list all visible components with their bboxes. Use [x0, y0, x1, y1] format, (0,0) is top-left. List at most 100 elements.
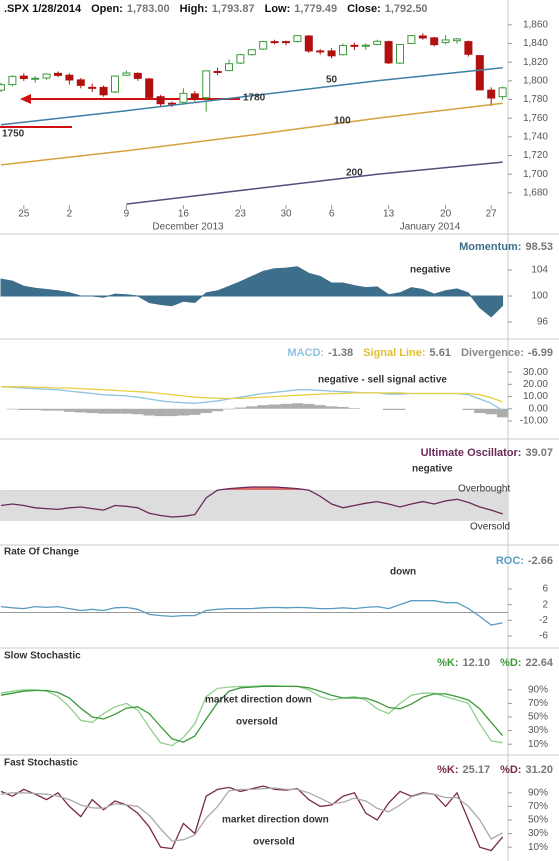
- candle-body: [156, 96, 165, 105]
- candle-body: [453, 38, 461, 42]
- y-tick-label: 1,820: [523, 57, 548, 68]
- panel-title: Rate Of Change: [4, 547, 79, 558]
- candle-body: [213, 70, 222, 73]
- annotation: Overbought: [458, 484, 510, 495]
- readout-name: %K:: [437, 764, 458, 776]
- overbought-fill: [1, 487, 503, 491]
- panel: Ultimate Oscillator: 39.07 negative Overbou…: [0, 447, 553, 533]
- y-tick-label: 1,700: [523, 169, 548, 180]
- y-tick-label: 96: [537, 317, 549, 328]
- readout-value: 12.10: [463, 657, 491, 669]
- histogram-bar: [63, 408, 76, 412]
- candle-body: [133, 72, 142, 79]
- annotation: negative: [410, 265, 451, 276]
- y-tick-label: 50%: [528, 712, 548, 723]
- annotation: oversold: [236, 717, 278, 728]
- readout-line: ROC: -2.66: [496, 555, 553, 567]
- y-tick-label: 104: [531, 265, 548, 276]
- readout-line: Ultimate Oscillator: 39.07: [421, 447, 553, 459]
- readout-line: MACD: -1.38 Signal Line: 5.61 Divergence: -6.…: [287, 347, 553, 359]
- histogram-bar: [166, 408, 178, 417]
- readout-name: Low:: [265, 3, 291, 15]
- annotation: 1750: [2, 129, 25, 140]
- panel: MACD: -1.38 Signal Line: 5.61 Divergence: -6.…: [0, 347, 553, 427]
- support-lines: [0, 94, 240, 128]
- histogram-bar: [97, 408, 110, 414]
- readout-line: .SPX 1/28/2014 Open: 1,783.00 High: 1,793.87…: [4, 3, 428, 15]
- readout-name: %K:: [437, 657, 458, 669]
- annotation: 1780: [243, 93, 266, 104]
- histogram-bar: [257, 405, 269, 409]
- y-tick-label: 70%: [528, 698, 548, 709]
- y-tick-label: 0.00: [529, 403, 549, 414]
- histogram-bar: [348, 408, 361, 409]
- candle-body: [247, 49, 256, 56]
- candle-body: [384, 41, 393, 64]
- x-tick-label: 2: [67, 209, 73, 220]
- histogram-bar: [485, 408, 497, 415]
- candle-body: [42, 73, 51, 79]
- series-label: 200: [346, 168, 363, 179]
- series-line: [0, 685, 503, 747]
- histogram-bar: [325, 406, 338, 409]
- x-tick-label: 20: [440, 209, 452, 220]
- candle-body: [350, 44, 359, 47]
- histogram-bar: [18, 408, 30, 410]
- oscillator-band: [0, 490, 508, 521]
- series-label: 100: [334, 116, 351, 127]
- candle-body: [202, 70, 211, 99]
- readout-name: Signal Line:: [363, 347, 425, 359]
- histogram-bar: [177, 408, 190, 416]
- y-tick-label: 1,800: [523, 75, 548, 86]
- annotation: oversold: [253, 837, 295, 848]
- readout-value: 98.53: [525, 241, 553, 253]
- readout-name: %D:: [500, 657, 521, 669]
- annotation: negative - sell signal active: [318, 375, 447, 386]
- x-tick-label: 30: [280, 209, 292, 220]
- histogram-bar: [280, 403, 292, 409]
- candle-body: [498, 87, 507, 98]
- panel: Momentum: 98.53 96 100 104 negative: [0, 241, 553, 328]
- histogram-bar: [268, 404, 281, 409]
- x-group-label: January 2014: [400, 222, 461, 233]
- histogram-bar: [337, 406, 349, 409]
- y-tick-label: 6: [542, 584, 548, 595]
- histogram-bar: [314, 405, 326, 409]
- y-tick-label: 1,720: [523, 150, 548, 161]
- panel: ROC: -2.66 Rate Of Change -6 -2 2 6 down: [0, 547, 553, 642]
- histogram-bar: [75, 408, 87, 413]
- histogram-bar: [6, 408, 19, 410]
- series-line: [0, 785, 504, 852]
- histogram-bar: [86, 408, 98, 414]
- y-tick-label: 70%: [528, 801, 548, 812]
- histogram-bar: [462, 408, 475, 410]
- x-tick-label: 16: [178, 209, 190, 220]
- annotation: down: [390, 567, 416, 578]
- histogram-bar: [474, 408, 486, 414]
- series-label: 50: [326, 75, 338, 86]
- candle-body: [122, 72, 131, 76]
- candle-body: [339, 44, 347, 56]
- candle-body: [475, 55, 484, 91]
- candle-body: [293, 35, 302, 43]
- x-tick-label: 6: [329, 209, 335, 220]
- readout-name: MACD:: [287, 347, 324, 359]
- series-line: [126, 161, 503, 205]
- y-tick-label: 2: [542, 599, 548, 610]
- y-tick-label: 10%: [528, 739, 548, 750]
- readout-line: %K: 25.17 %D: 31.20: [437, 764, 553, 776]
- candle-body: [441, 39, 450, 44]
- y-tick-label: 10%: [528, 842, 548, 853]
- readout-value: 25.17: [463, 764, 491, 776]
- histogram-bar: [303, 403, 315, 409]
- histogram-bar: [200, 408, 212, 414]
- candle-body: [88, 86, 97, 89]
- readout-value: -6.99: [528, 347, 553, 359]
- y-tick-label: 1,740: [523, 131, 548, 142]
- arrow-head: [20, 94, 31, 104]
- series-line: [0, 486, 503, 518]
- y-tick-label: 90%: [528, 787, 548, 798]
